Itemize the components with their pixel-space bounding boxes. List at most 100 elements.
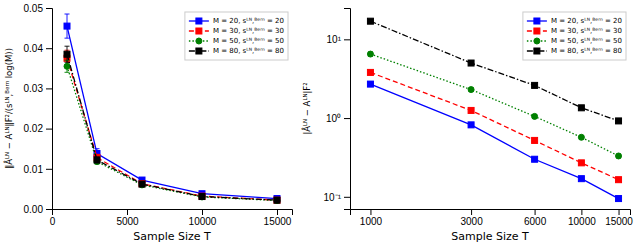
tick: 15000 [264,209,292,227]
line [67,54,277,200]
line [370,84,618,198]
legend-marker [534,18,540,24]
legend-marker [196,38,202,44]
tick-label: 0.03 [24,83,44,94]
tick-mark [46,129,52,130]
error-bar-cap [65,72,70,73]
tick-mark [277,209,278,215]
tick: 10⁰ [326,113,350,124]
marker [468,107,474,113]
marker [468,60,474,66]
tick: 0.01 [24,164,52,175]
tick: 10000 [568,209,596,227]
tick-mark [344,197,350,198]
marker [274,197,280,203]
marker [468,87,474,93]
marker [274,197,280,203]
x-axis: 0 5000 10000 15000 [50,209,293,227]
x-axis-title: Sample Size T [133,230,211,243]
marker [64,51,70,57]
marker [64,23,70,29]
marker [199,194,205,200]
tick-label: 0.02 [24,123,44,134]
tick: 0 [50,209,56,227]
series [367,18,621,124]
marker [532,113,538,119]
marker [199,193,205,199]
marker [139,181,145,187]
axis-line [344,9,351,210]
marker [367,18,373,24]
legend-item: M = 80, sᴸᴺ,ᴮᵉʳⁿ = 80 [189,47,284,55]
legend-item: M = 20, sᴸᴺ,ᴮᵉʳⁿ = 20 [189,17,284,25]
tick-mark [344,118,350,119]
marker [468,122,474,128]
tick-mark [619,209,620,215]
error-bar [368,82,373,87]
axis-line [351,210,631,216]
tick: 0.05 [24,3,52,14]
panel: 100030006000100001500010⁻¹10⁰10¹Sample S… [301,9,633,244]
legend-box [523,12,626,60]
marker [616,196,622,202]
tick-mark [46,209,52,210]
series [64,50,280,203]
marker [139,182,145,188]
tick-mark [581,209,582,215]
marker [578,160,584,166]
legend-item: M = 50, sᴸᴺ,ᴮᵉʳⁿ = 50 [189,37,284,45]
tick: 10¹ [327,34,350,45]
legend-label: M = 30, sᴸᴺ,ᴮᵉʳⁿ = 30 [551,27,622,35]
error-bar [616,178,621,182]
tick-label: 0.00 [24,204,44,215]
tick-label: 10⁰ [326,113,341,124]
tick-label: 10000 [568,216,596,227]
legend-marker [196,48,202,54]
legend-label: M = 20, sᴸᴺ,ᴮᵉʳⁿ = 20 [551,17,622,25]
y-axis: 0.000.010.020.030.040.05 [24,3,53,215]
series [367,69,621,182]
line [370,72,618,179]
chart: 0500010000150000.000.010.020.030.040.05S… [0,0,640,245]
line [67,58,277,200]
error-bar-cap [65,38,70,39]
x-axis-title: Sample Size T [451,230,529,243]
series [64,46,280,203]
error-bar-cap [65,46,70,47]
error-bar [469,123,474,127]
tick-mark [46,88,52,89]
tick-label: 3000 [460,216,483,227]
error-bar-cap [65,62,70,63]
tick: 5000 [116,209,139,227]
series [64,60,280,203]
tick: 3000 [460,209,483,227]
error-bar [95,157,100,163]
tick-mark [46,48,52,49]
tick: 0.02 [24,123,52,134]
tick-label: 0.01 [24,164,44,175]
legend-item: M = 20, sᴸᴺ,ᴮᵉʳⁿ = 20 [527,17,622,25]
legend-item: M = 30, sᴸᴺ,ᴮᵉʳⁿ = 30 [189,27,284,35]
marker [94,157,100,163]
legend-item: M = 50, sᴸᴺ,ᴮᵉʳⁿ = 50 [527,37,622,45]
tick: 15000 [605,209,633,227]
tick-label: 1000 [360,216,383,227]
legend-box [185,12,288,60]
tick-mark [46,169,52,170]
line [370,54,618,156]
tick-mark [344,39,350,40]
axis-line [53,210,293,216]
marker [532,82,538,88]
tick-mark [46,8,52,9]
legend-label: M = 20, sᴸᴺ,ᴮᵉʳⁿ = 20 [213,17,284,25]
error-bar [368,52,373,56]
line [67,66,277,200]
tick-mark [370,209,371,215]
y-axis: 10⁻¹10⁰10¹ [324,9,351,210]
tick: 10000 [189,209,217,227]
marker [532,137,538,143]
marker [578,134,584,140]
error-bar [65,46,70,62]
marker [578,105,584,111]
error-bar [368,70,373,75]
